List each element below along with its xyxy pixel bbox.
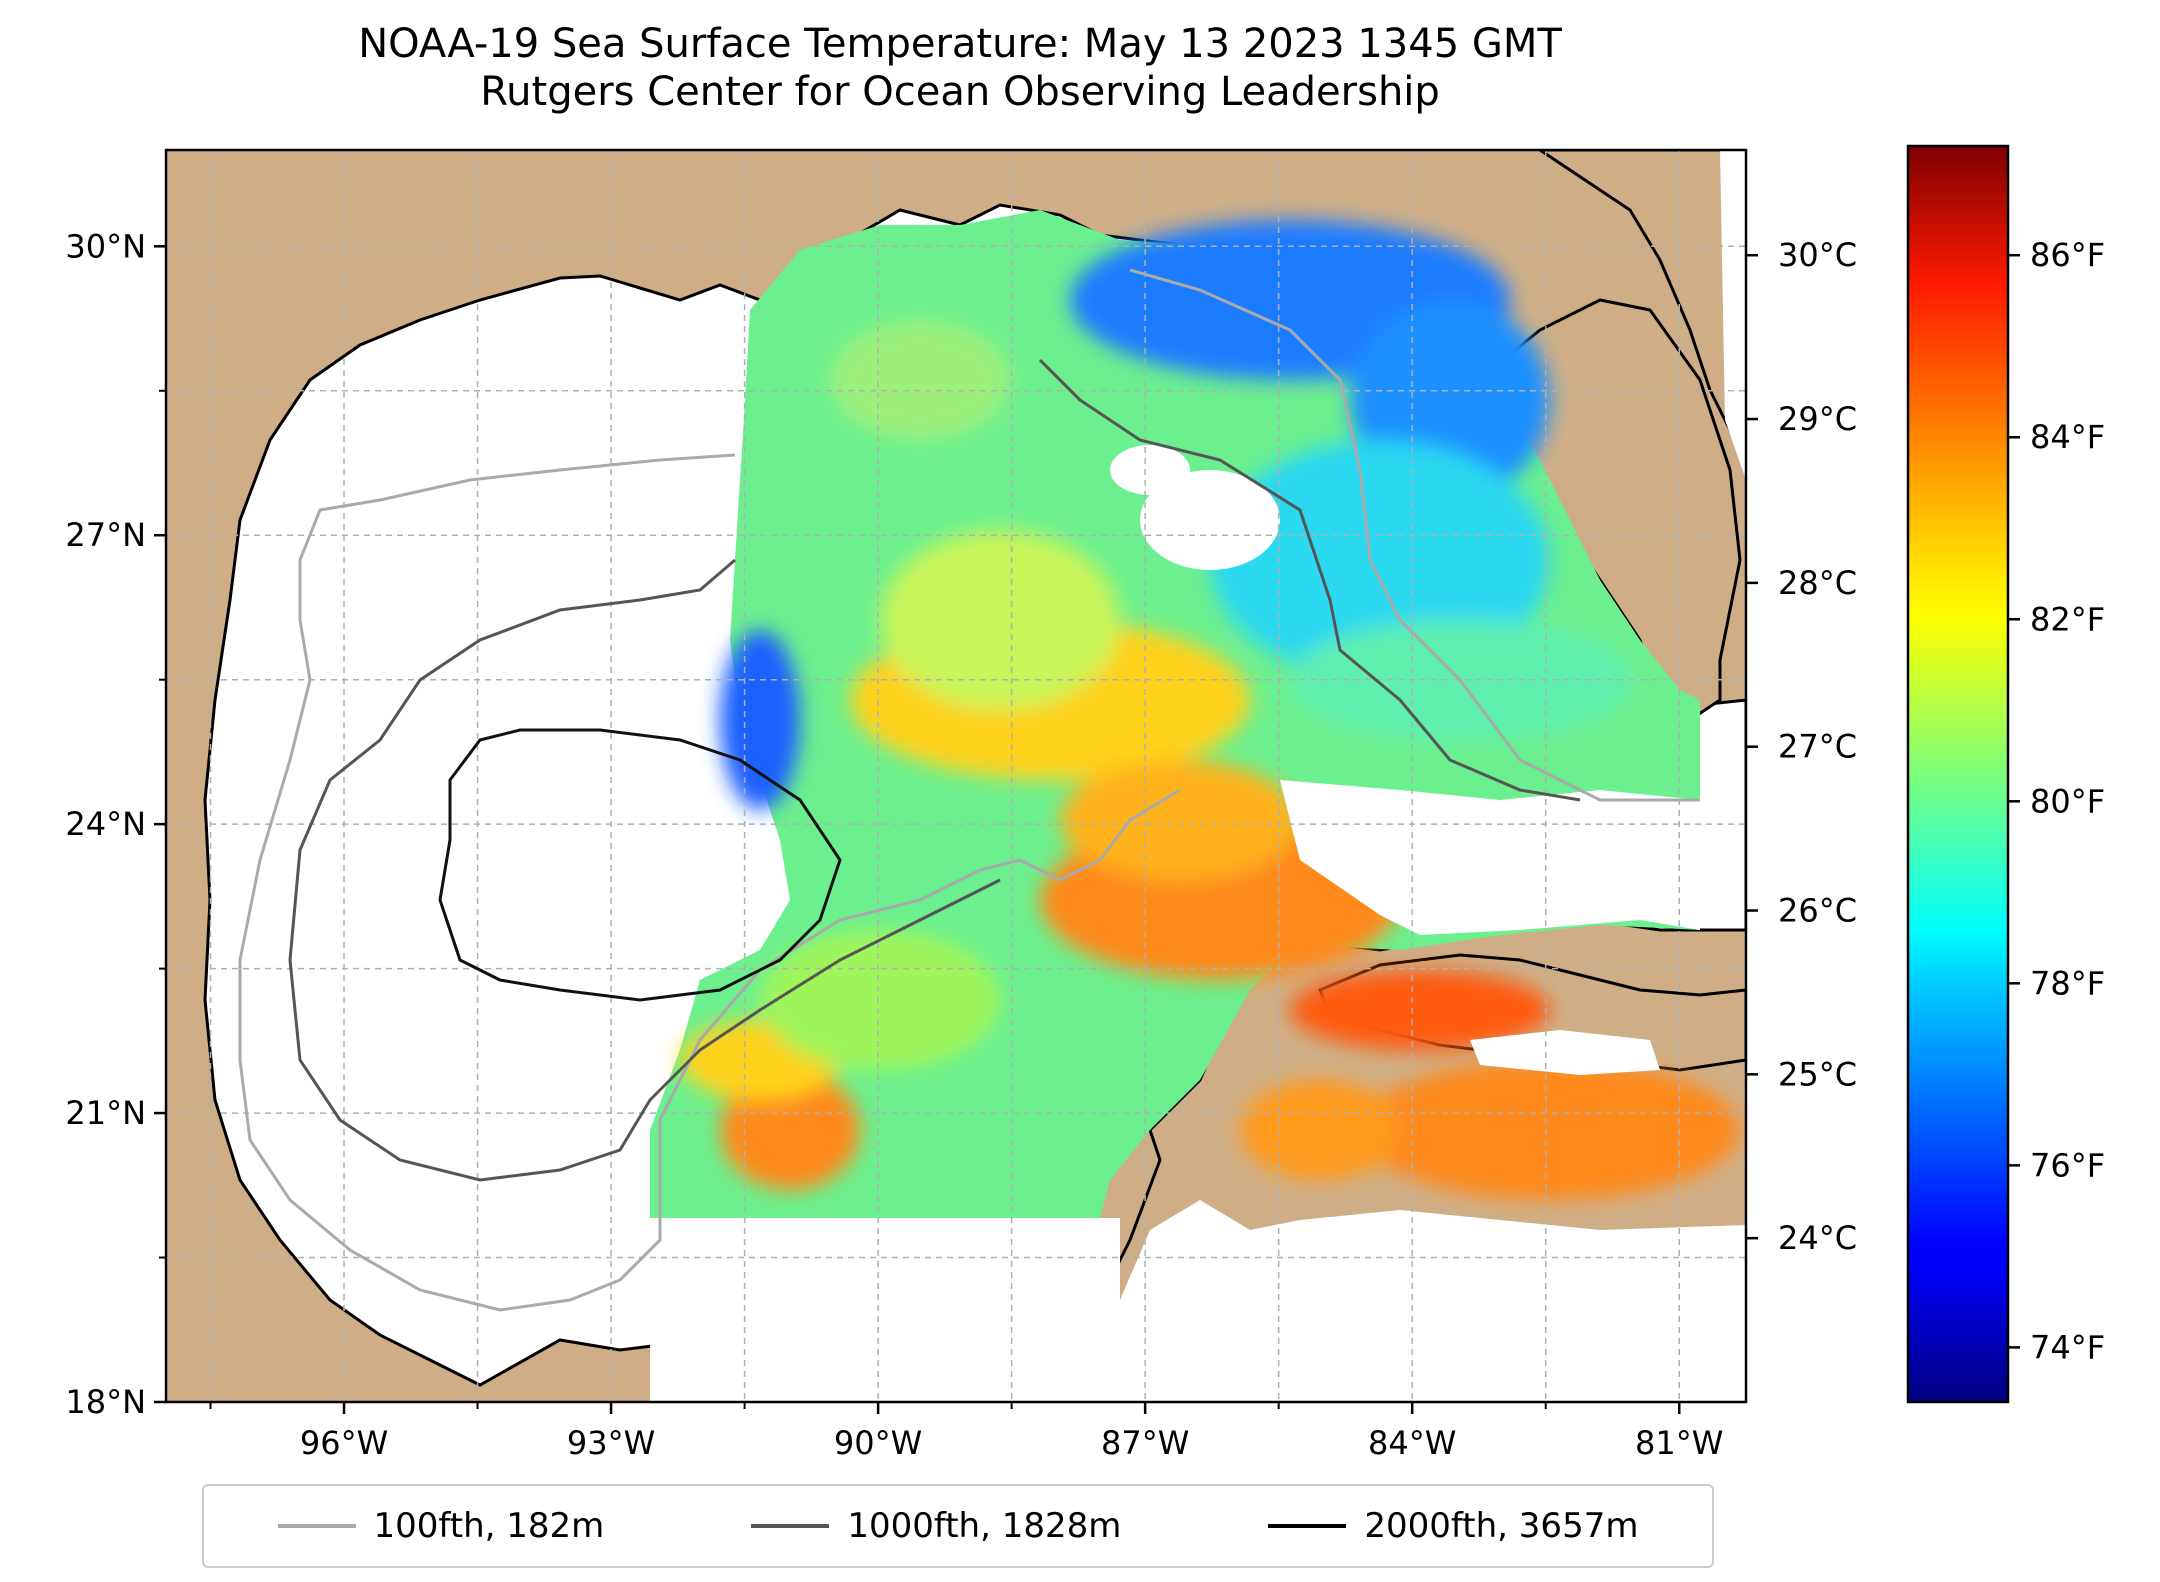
legend-item-2000fth: 2000fth, 3657m: [1268, 1506, 1638, 1546]
map-title: NOAA-19 Sea Surface Temperature: May 13 …: [160, 20, 1760, 116]
x-tick-label: 96°W: [300, 1424, 388, 1462]
colorbar-f-label: 74°F: [2030, 1328, 2105, 1366]
colorbar-celsius-ticks: 30°C 29°C 28°C 27°C 26°C 25°C 24°C: [1746, 236, 1857, 1257]
contour-100fth: [238, 453, 1181, 1312]
legend-label-1000fth: 1000fth, 1828m: [847, 1506, 1122, 1546]
sst-swath: [650, 210, 1740, 1402]
legend-label-2000fth: 2000fth, 3657m: [1364, 1506, 1639, 1546]
legend-line-1000fth: [751, 1524, 830, 1528]
colorbar: 86°F 84°F 82°F 80°F 78°F 76°F 74°F 30°C 29°C 28°…: [1746, 144, 2105, 1404]
y-tick-label: 30°N: [65, 227, 146, 265]
contour-100fth-east: [1129, 268, 1700, 802]
colorbar-fahrenheit-ticks: 86°F 84°F 82°F 80°F 78°F 76°F 74°F: [2008, 236, 2105, 1366]
contour-1000fth: [288, 558, 1001, 1182]
colorbar-f-label: 78°F: [2030, 964, 2105, 1002]
colorbar-f-label: 80°F: [2030, 782, 2105, 820]
legend-item-1000fth: 1000fth, 1828m: [751, 1506, 1121, 1546]
legend-label-100fth: 100fth, 182m: [373, 1506, 605, 1546]
legend-item-100fth: 100fth, 182m: [277, 1506, 605, 1546]
y-tick-label: 18°N: [65, 1383, 146, 1421]
colorbar-gradient: [1906, 144, 2010, 1404]
colorbar-c-label: 25°C: [1778, 1055, 1857, 1093]
contour-1000fth-east: [1038, 358, 1581, 802]
x-tick-label: 84°W: [1368, 1424, 1456, 1462]
y-tick-label: 27°N: [65, 516, 146, 554]
x-tick-label: 87°W: [1101, 1424, 1189, 1462]
colorbar-c-label: 27°C: [1778, 728, 1857, 766]
colorbar-f-label: 86°F: [2030, 236, 2105, 274]
colorbar-c-label: 30°C: [1778, 236, 1857, 274]
x-tick-label: 93°W: [567, 1424, 655, 1462]
colorbar-f-label: 82°F: [2030, 600, 2105, 638]
title-line-1: NOAA-19 Sea Surface Temperature: May 13 …: [358, 21, 1562, 67]
colorbar-c-label: 28°C: [1778, 564, 1857, 602]
x-axis-ticks: 96°W 93°W 90°W 87°W 84°W 81°W: [209, 1402, 1723, 1462]
atlantic-water: [1720, 150, 1746, 480]
x-tick-label: 81°W: [1635, 1424, 1723, 1462]
y-axis-ticks: 30°N 27°N 24°N 21°N 18°N: [65, 227, 166, 1421]
x-tick-label: 90°W: [834, 1424, 922, 1462]
legend-line-100fth: [277, 1524, 356, 1528]
colorbar-c-label: 26°C: [1778, 892, 1857, 930]
y-tick-label: 21°N: [65, 1094, 146, 1132]
map-frame: [164, 148, 1748, 1404]
map-panel: [166, 150, 1746, 1402]
colorbar-f-label: 76°F: [2030, 1146, 2105, 1184]
colorbar-c-label: 24°C: [1778, 1219, 1857, 1257]
title-line-2: Rutgers Center for Ocean Observing Leade…: [480, 69, 1440, 115]
y-tick-label: 24°N: [65, 805, 146, 843]
legend-line-2000fth: [1268, 1524, 1347, 1528]
caribbean-water: [1100, 1200, 1746, 1402]
florida-peninsula-land: [1537, 150, 1746, 471]
bathymetry-legend: 100fth, 182m 1000fth, 1828m 2000fth, 365…: [202, 1484, 1714, 1568]
colorbar-c-label: 29°C: [1778, 400, 1857, 438]
colorbar-f-label: 84°F: [2030, 418, 2105, 456]
contour-2000fth: [438, 728, 842, 1002]
